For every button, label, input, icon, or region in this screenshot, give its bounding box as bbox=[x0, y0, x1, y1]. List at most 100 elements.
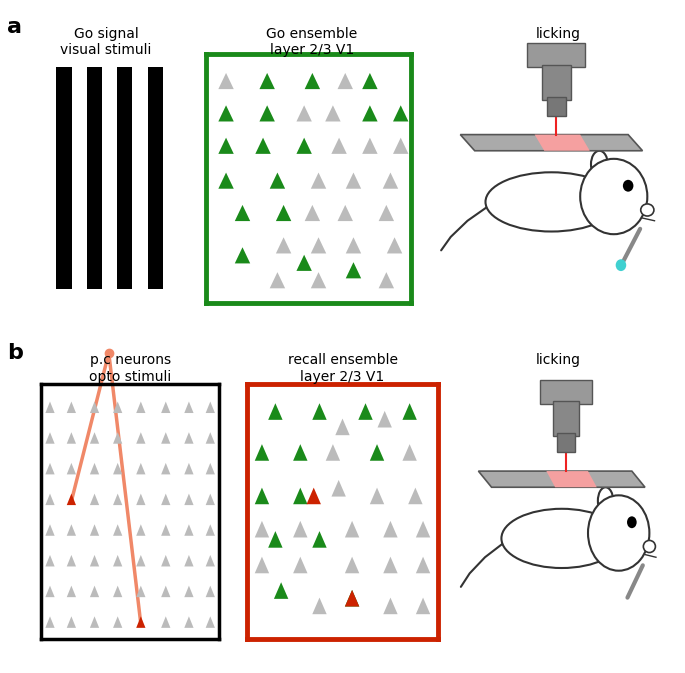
Text: a: a bbox=[7, 17, 22, 37]
Polygon shape bbox=[184, 524, 194, 536]
Polygon shape bbox=[402, 403, 416, 420]
Polygon shape bbox=[276, 205, 291, 221]
Polygon shape bbox=[534, 135, 590, 151]
Polygon shape bbox=[305, 73, 320, 89]
Polygon shape bbox=[338, 73, 353, 89]
Polygon shape bbox=[66, 463, 76, 474]
Polygon shape bbox=[297, 105, 312, 122]
Polygon shape bbox=[161, 524, 171, 536]
Polygon shape bbox=[45, 616, 55, 628]
Ellipse shape bbox=[640, 204, 654, 216]
Polygon shape bbox=[307, 488, 321, 504]
Polygon shape bbox=[219, 73, 234, 89]
Polygon shape bbox=[293, 557, 308, 573]
Circle shape bbox=[588, 495, 649, 571]
Polygon shape bbox=[270, 272, 285, 288]
Polygon shape bbox=[393, 138, 408, 154]
Polygon shape bbox=[206, 493, 215, 505]
Polygon shape bbox=[478, 471, 645, 487]
Polygon shape bbox=[45, 493, 55, 505]
FancyBboxPatch shape bbox=[553, 401, 580, 436]
Polygon shape bbox=[184, 586, 194, 597]
Polygon shape bbox=[346, 172, 361, 188]
Polygon shape bbox=[45, 402, 55, 413]
Polygon shape bbox=[66, 616, 76, 628]
Polygon shape bbox=[362, 138, 377, 154]
Polygon shape bbox=[161, 402, 171, 413]
Polygon shape bbox=[66, 586, 76, 597]
Polygon shape bbox=[276, 238, 291, 254]
Circle shape bbox=[616, 259, 626, 271]
Circle shape bbox=[623, 180, 634, 192]
Polygon shape bbox=[255, 557, 269, 573]
Polygon shape bbox=[274, 582, 288, 599]
Polygon shape bbox=[345, 557, 359, 573]
Bar bbox=[102, 67, 117, 289]
Polygon shape bbox=[255, 521, 269, 538]
Polygon shape bbox=[384, 598, 397, 614]
Polygon shape bbox=[184, 463, 194, 474]
Polygon shape bbox=[269, 531, 282, 548]
Polygon shape bbox=[346, 238, 361, 254]
Polygon shape bbox=[256, 138, 271, 154]
Polygon shape bbox=[90, 555, 99, 567]
Polygon shape bbox=[408, 488, 423, 504]
Text: Go ensemble
layer 2/3 V1: Go ensemble layer 2/3 V1 bbox=[266, 27, 358, 57]
Polygon shape bbox=[206, 432, 215, 444]
Polygon shape bbox=[345, 590, 359, 606]
Polygon shape bbox=[113, 555, 123, 567]
Ellipse shape bbox=[591, 151, 608, 178]
Polygon shape bbox=[370, 444, 384, 461]
Polygon shape bbox=[45, 555, 55, 567]
Polygon shape bbox=[384, 521, 397, 538]
Polygon shape bbox=[161, 586, 171, 597]
Ellipse shape bbox=[598, 487, 613, 514]
Polygon shape bbox=[136, 402, 145, 413]
Polygon shape bbox=[45, 586, 55, 597]
Polygon shape bbox=[90, 616, 99, 628]
Polygon shape bbox=[293, 488, 308, 504]
Polygon shape bbox=[325, 105, 340, 122]
Text: licking: licking bbox=[536, 27, 581, 41]
Polygon shape bbox=[338, 205, 353, 221]
Polygon shape bbox=[113, 586, 123, 597]
Polygon shape bbox=[113, 493, 123, 505]
Bar bbox=[71, 67, 87, 289]
Polygon shape bbox=[269, 403, 282, 420]
Bar bbox=[132, 67, 148, 289]
Polygon shape bbox=[387, 238, 402, 254]
FancyBboxPatch shape bbox=[542, 65, 571, 100]
Polygon shape bbox=[326, 444, 340, 461]
Polygon shape bbox=[362, 105, 377, 122]
Circle shape bbox=[580, 159, 647, 234]
Polygon shape bbox=[362, 73, 377, 89]
FancyBboxPatch shape bbox=[540, 380, 593, 404]
Polygon shape bbox=[260, 105, 275, 122]
Polygon shape bbox=[384, 557, 397, 573]
Polygon shape bbox=[297, 254, 312, 271]
Ellipse shape bbox=[643, 540, 656, 553]
Polygon shape bbox=[66, 432, 76, 444]
Polygon shape bbox=[460, 135, 643, 151]
Polygon shape bbox=[184, 402, 194, 413]
Polygon shape bbox=[219, 138, 234, 154]
Polygon shape bbox=[136, 586, 145, 597]
Polygon shape bbox=[184, 432, 194, 444]
Polygon shape bbox=[66, 493, 76, 505]
Polygon shape bbox=[547, 471, 597, 487]
Polygon shape bbox=[255, 444, 269, 461]
Text: p.c neurons
opto stimuli: p.c neurons opto stimuli bbox=[89, 353, 171, 384]
Polygon shape bbox=[260, 73, 275, 89]
Polygon shape bbox=[90, 493, 99, 505]
Polygon shape bbox=[219, 105, 234, 122]
Polygon shape bbox=[184, 616, 194, 628]
Polygon shape bbox=[402, 444, 416, 461]
Bar bbox=[163, 67, 178, 289]
Polygon shape bbox=[184, 493, 194, 505]
Polygon shape bbox=[66, 555, 76, 567]
Polygon shape bbox=[113, 616, 123, 628]
Polygon shape bbox=[90, 432, 99, 444]
Polygon shape bbox=[90, 402, 99, 413]
Polygon shape bbox=[345, 521, 359, 538]
Polygon shape bbox=[90, 524, 99, 536]
